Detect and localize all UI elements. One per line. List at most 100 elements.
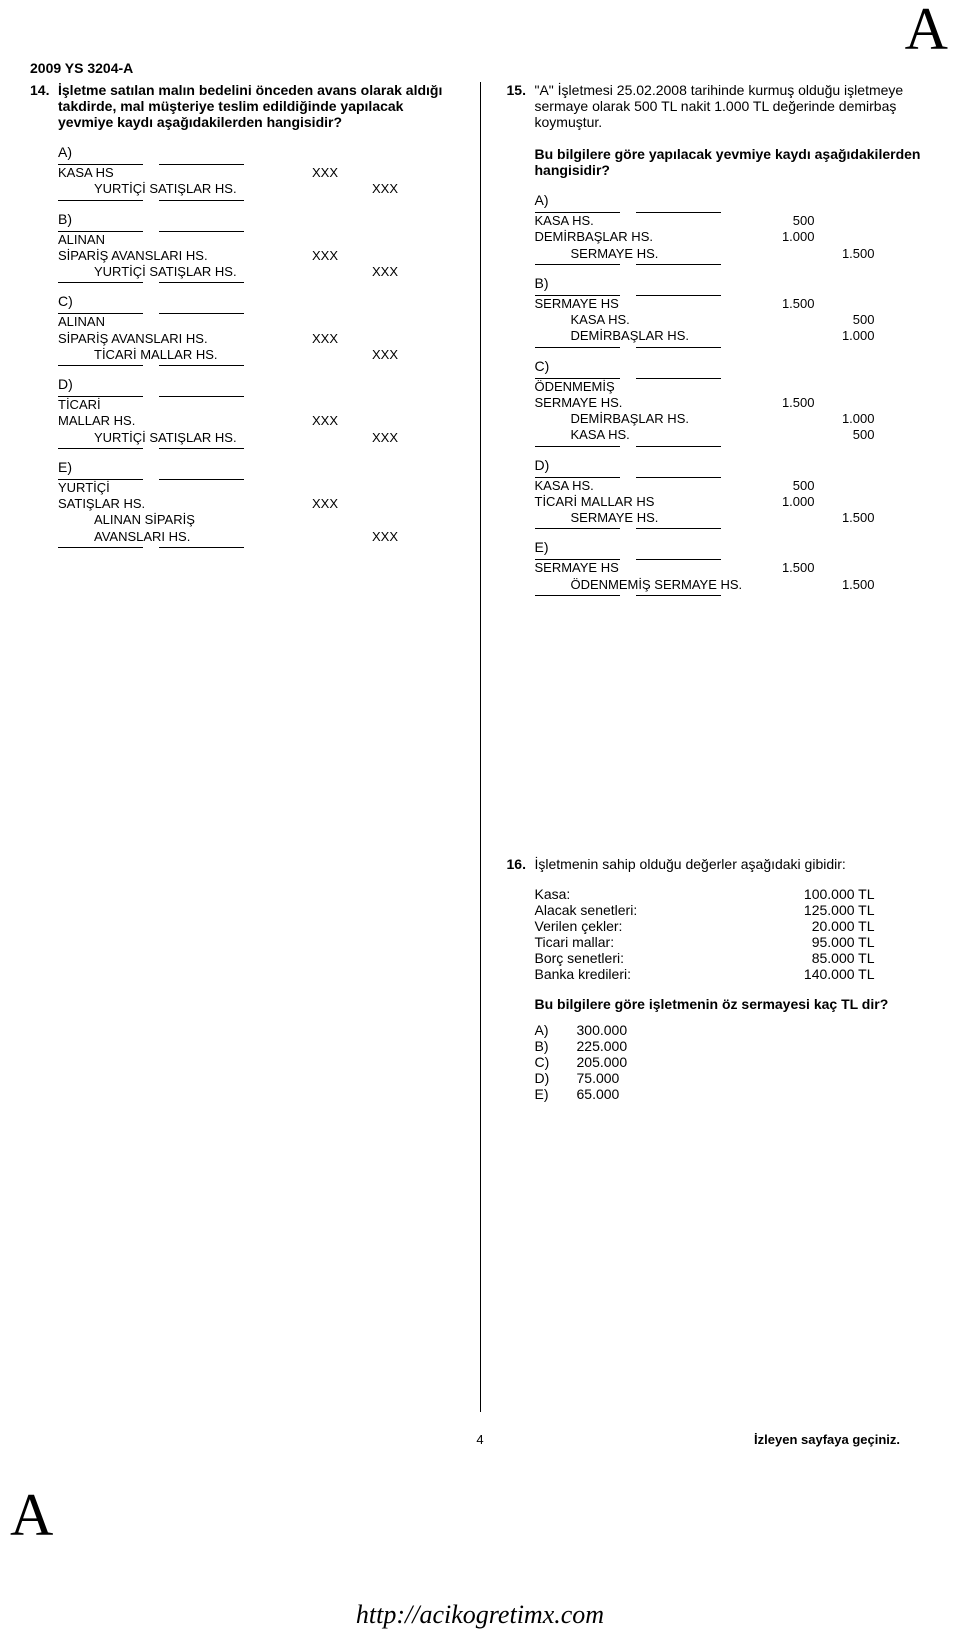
answer-value: 205.000 (577, 1054, 628, 1070)
amount: 1.500 (815, 577, 875, 593)
answer-option: A) 300.000 (535, 1022, 931, 1038)
option-letter-c: C) (58, 293, 454, 309)
question-15: 15. "A" İşletmesi 25.02.2008 tarihinde k… (507, 82, 931, 178)
journal-entry-a: KASA HSXXX YURTİÇİ SATIŞLAR HS.XXX (58, 164, 398, 201)
account-name: AVANSLARI HS. (58, 529, 278, 545)
answer-letter: B) (535, 1038, 557, 1054)
journal-entry-a: KASA HS.500DEMİRBAŞLAR HS.1.000SERMAYE H… (535, 212, 875, 265)
amount: 500 (755, 213, 815, 229)
page: A 2009 YS 3204-A 14. İşletme satılan mal… (0, 0, 960, 1560)
account-name: SERMAYE HS (535, 296, 755, 312)
item-name: Alacak senetleri: (535, 902, 638, 918)
option-letter-c: C) (535, 358, 931, 374)
account-name: SATIŞLAR HS. (58, 496, 278, 512)
account-name: YURTİÇİ SATIŞLAR HS. (58, 264, 278, 280)
account-name: SERMAYE HS. (535, 395, 755, 411)
balance-item: Alacak senetleri: 125.000 TL (535, 902, 875, 918)
amount (815, 296, 875, 312)
amount (755, 427, 815, 443)
account-name: SERMAYE HS. (535, 246, 755, 262)
item-name: Banka kredileri: (535, 966, 632, 982)
amount: 1.000 (815, 328, 875, 344)
item-name: Kasa: (535, 886, 571, 902)
account-name: YURTİÇİ (58, 480, 398, 496)
account-name: DEMİRBAŞLAR HS. (535, 229, 755, 245)
q16-answers: A)300.000B)225.000C)205.000D)75.000E)65.… (535, 1022, 931, 1102)
q15-options: A)KASA HS.500DEMİRBAŞLAR HS.1.000SERMAYE… (507, 192, 931, 596)
column-divider (480, 82, 481, 1412)
account-name: KASA HS. (535, 478, 755, 494)
option-letter-d: D) (535, 457, 931, 473)
item-name: Verilen çekler: (535, 918, 623, 934)
amount: 1.500 (815, 510, 875, 526)
amount: XXX (278, 165, 338, 181)
content-columns: 14. İşletme satılan malın bedelini önced… (30, 82, 930, 1412)
amount: XXX (338, 347, 398, 363)
journal-entry-c: ÖDENMEMİŞSERMAYE HS.1.500DEMİRBAŞLAR HS.… (535, 378, 875, 447)
q16-ask: Bu bilgilere göre işletmenin öz sermayes… (535, 996, 931, 1012)
balance-item: Ticari mallar: 95.000 TL (535, 934, 875, 950)
corner-letter-bottom: A (10, 1481, 53, 1550)
answer-option: E)65.000 (535, 1086, 931, 1102)
amount (815, 494, 875, 510)
amount: 1.500 (815, 246, 875, 262)
left-column: 14. İşletme satılan malın bedelini önced… (30, 82, 454, 1412)
balance-item: Borç senetleri:85.000 TL (535, 950, 875, 966)
amount: 500 (815, 312, 875, 328)
amount (755, 411, 815, 427)
item-name: Ticari mallar: (535, 934, 615, 950)
option-letter-a: A) (535, 192, 931, 208)
answer-letter: E) (535, 1086, 557, 1102)
answer-value: 225.000 (577, 1038, 628, 1054)
account-name: TİCARİ (58, 397, 398, 413)
item-value: 20.000 TL (812, 918, 875, 934)
account-name: ALINAN SİPARİŞ (58, 512, 398, 528)
account-name: ÖDENMEMİŞ SERMAYE HS. (535, 577, 755, 593)
account-name: SERMAYE HS (535, 560, 755, 576)
amount (815, 560, 875, 576)
account-name: DEMİRBAŞLAR HS. (535, 328, 755, 344)
answer-letter: A) (535, 1022, 557, 1038)
amount (755, 328, 815, 344)
item-value: 95.000 TL (812, 934, 875, 950)
amount: XXX (338, 264, 398, 280)
account-name: ALINAN (58, 232, 398, 248)
journal-entry-b: ALINAN SİPARİŞ AVANSLARI HS. XXX YURTİÇİ … (58, 231, 398, 284)
answer-value: 300.000 (577, 1022, 628, 1038)
option-letter-d: D) (58, 376, 454, 392)
question-text: İşletme satılan malın bedelini önceden a… (58, 82, 454, 130)
account-name: KASA HS (58, 165, 278, 181)
answer-letter: D) (535, 1070, 557, 1086)
page-footer: 4 İzleyen sayfaya geçiniz. (30, 1432, 930, 1447)
amount (755, 312, 815, 328)
question-number: 16. (507, 856, 535, 872)
amount (755, 246, 815, 262)
answer-letter: C) (535, 1054, 557, 1070)
amount: 1.000 (815, 411, 875, 427)
corner-letter-top: A (905, 0, 948, 64)
item-value: 140.000 TL (804, 966, 875, 982)
journal-entry-d: TİCARİ MALLAR HS.XXX YURTİÇİ SATIŞLAR HS… (58, 396, 398, 449)
q16-items-list: Kasa:100.000 TLAlacak senetleri:125.000 … (535, 886, 931, 982)
amount (815, 229, 875, 245)
amount: XXX (338, 181, 398, 197)
account-name: SİPARİŞ AVANSLARI HS. (58, 331, 278, 347)
amount: 1.000 (755, 494, 815, 510)
account-name: KASA HS. (535, 312, 755, 328)
item-value: 125.000 TL (804, 902, 875, 918)
question-ask: Bu bilgilere göre yapılacak yevmiye kayd… (535, 146, 921, 178)
amount: XXX (338, 529, 398, 545)
account-name: ALINAN (58, 314, 398, 330)
answer-option: B) 225.000 (535, 1038, 931, 1054)
turn-page-text: İzleyen sayfaya geçiniz. (754, 1432, 900, 1447)
amount (755, 379, 815, 395)
question-text: "A" İşletmesi 25.02.2008 tarihinde kurmu… (535, 82, 931, 178)
amount (815, 379, 875, 395)
amount: 1.500 (755, 296, 815, 312)
journal-entry-c: ALINAN SİPARİŞ AVANSLARI HS.XXX TİCARİ M… (58, 313, 398, 366)
option-letter-b: B) (58, 211, 454, 227)
question-14: 14. İşletme satılan malın bedelini önced… (30, 82, 454, 130)
amount: 1.500 (755, 560, 815, 576)
question-text: İşletmenin sahip olduğu değerler aşağıda… (535, 856, 931, 872)
account-name: SİPARİŞ AVANSLARI HS. (58, 248, 278, 264)
